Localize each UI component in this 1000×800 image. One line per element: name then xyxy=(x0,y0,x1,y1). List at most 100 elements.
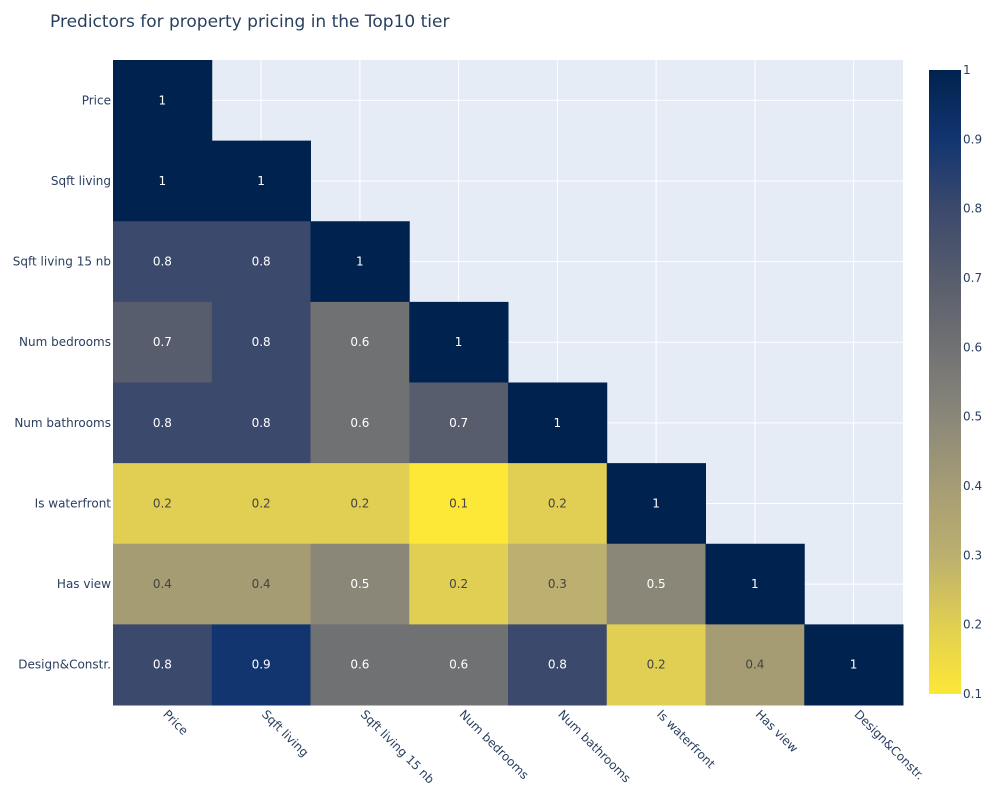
cell-value-label: 0.9 xyxy=(252,658,271,672)
colorbar-tick-label: 0.7 xyxy=(963,271,982,285)
heatmap-cell xyxy=(409,463,509,545)
x-tick-label: Is waterfront xyxy=(654,707,718,771)
heatmap-cell xyxy=(606,543,706,625)
y-tick-label: Num bedrooms xyxy=(19,335,111,349)
heatmap-cell xyxy=(606,463,706,545)
heatmap-cell xyxy=(310,221,410,303)
x-tick-label: Num bathrooms xyxy=(555,707,633,785)
cell-value-label: 0.4 xyxy=(745,658,764,672)
cell-value-label: 0.3 xyxy=(548,577,567,591)
y-tick-label: Design&Constr. xyxy=(18,658,111,672)
cell-value-label: 0.8 xyxy=(153,255,172,269)
cell-value-label: 0.4 xyxy=(153,577,172,591)
heatmap-cell xyxy=(211,382,311,464)
cell-value-label: 0.2 xyxy=(548,496,567,510)
cell-value-label: 0.8 xyxy=(153,416,172,430)
heatmap-cell xyxy=(113,543,213,625)
heatmap-cell xyxy=(211,301,311,383)
x-tick-label: Sqft living xyxy=(259,707,311,759)
cell-value-label: 0.8 xyxy=(252,335,271,349)
cell-value-label: 0.8 xyxy=(252,416,271,430)
heatmap-cell xyxy=(113,60,213,142)
heatmap-cell xyxy=(508,463,608,545)
cell-value-label: 1 xyxy=(850,658,858,672)
colorbar-tick-label: 1 xyxy=(963,63,971,77)
heatmap-cell xyxy=(310,382,410,464)
colorbar-tick-label: 0.1 xyxy=(963,687,982,701)
cell-value-label: 0.2 xyxy=(252,496,271,510)
x-tick-label: Price xyxy=(160,707,191,738)
cell-value-label: 0.2 xyxy=(449,577,468,591)
heatmap-cell xyxy=(113,221,213,303)
colorbar-tick-label: 0.5 xyxy=(963,410,982,424)
x-axis-ticks: Price Sqft living Sqft living 15 nb Num bed… xyxy=(160,707,927,786)
y-tick-label: Sqft living 15 nb xyxy=(13,255,111,269)
x-tick-label: Num bedrooms xyxy=(457,707,532,782)
heatmap-cell xyxy=(113,463,213,545)
cell-value-label: 0.2 xyxy=(350,496,369,510)
cell-value-label: 1 xyxy=(652,496,660,510)
cell-value-label: 1 xyxy=(159,174,167,188)
cell-value-label: 0.7 xyxy=(153,335,172,349)
heatmap-cell xyxy=(409,301,509,383)
heatmap-cell xyxy=(113,624,213,706)
heatmap-cell xyxy=(508,382,608,464)
heatmap-cell xyxy=(409,624,509,706)
heatmap-cell xyxy=(705,543,805,625)
x-tick-label: Has view xyxy=(753,707,801,755)
cell-value-label: 1 xyxy=(159,93,167,107)
y-axis-ticks: Price Sqft living Sqft living 15 nb Num bed… xyxy=(13,93,112,671)
heatmap-cell xyxy=(310,624,410,706)
heatmap-cell xyxy=(606,624,706,706)
cell-value-label: 0.2 xyxy=(647,658,666,672)
heatmap-cell xyxy=(211,221,311,303)
colorbar-tick-label: 0.2 xyxy=(963,618,982,632)
cell-value-label: 0.1 xyxy=(449,496,468,510)
cell-value-label: 1 xyxy=(455,335,463,349)
cell-value-label: 0.2 xyxy=(153,496,172,510)
cell-value-label: 0.6 xyxy=(350,658,369,672)
heatmap-cell xyxy=(211,140,311,222)
heatmap-cell xyxy=(211,543,311,625)
y-tick-label: Is waterfront xyxy=(35,496,112,510)
heatmap-cell xyxy=(508,543,608,625)
heatmap-cell xyxy=(310,543,410,625)
cell-value-label: 1 xyxy=(356,255,364,269)
heatmap-cell xyxy=(113,382,213,464)
colorbar: 0.1 0.2 0.3 0.4 0.5 0.6 0.7 0.8 0.9 1 xyxy=(929,63,982,701)
heatmap-cell xyxy=(409,382,509,464)
y-tick-label: Num bathrooms xyxy=(14,416,111,430)
cell-value-label: 0.5 xyxy=(350,577,369,591)
heatmap-cell xyxy=(211,624,311,706)
heatmap-cell xyxy=(705,624,805,706)
cell-value-label: 0.5 xyxy=(647,577,666,591)
heatmap-cell xyxy=(211,463,311,545)
cell-value-label: 0.7 xyxy=(449,416,468,430)
cell-value-label: 1 xyxy=(554,416,562,430)
cell-value-label: 1 xyxy=(751,577,759,591)
y-tick-label: Price xyxy=(82,93,111,107)
heatmap-cell xyxy=(310,301,410,383)
heatmap-cell xyxy=(508,624,608,706)
y-tick-label: Has view xyxy=(57,577,111,591)
colorbar-tick-label: 0.4 xyxy=(963,479,982,493)
heatmap-cell xyxy=(804,624,904,706)
heatmap-cell xyxy=(409,543,509,625)
heatmap-cell xyxy=(113,140,213,222)
chart-title: Predictors for property pricing in the T… xyxy=(50,12,450,32)
heatmap-cells: 1 1 1 0.8 0.8 1 0.7 0.8 0.6 1 0.8 0.8 0.6 0.7 1 0.2 0.2 0… xyxy=(113,60,904,706)
colorbar-tick-label: 0.3 xyxy=(963,548,982,562)
x-tick-label: Sqft living 15 nb xyxy=(358,707,437,786)
colorbar-tick-label: 0.8 xyxy=(963,202,982,216)
cell-value-label: 1 xyxy=(257,174,265,188)
heatmap-cell xyxy=(310,463,410,545)
heatmap-cell xyxy=(113,301,213,383)
cell-value-label: 0.8 xyxy=(153,658,172,672)
cell-value-label: 0.4 xyxy=(252,577,271,591)
x-tick-label: Design&Constr. xyxy=(852,707,927,782)
colorbar-tick-label: 0.6 xyxy=(963,340,982,354)
y-tick-label: Sqft living xyxy=(51,174,111,188)
cell-value-label: 0.8 xyxy=(548,658,567,672)
cell-value-label: 0.6 xyxy=(449,658,468,672)
